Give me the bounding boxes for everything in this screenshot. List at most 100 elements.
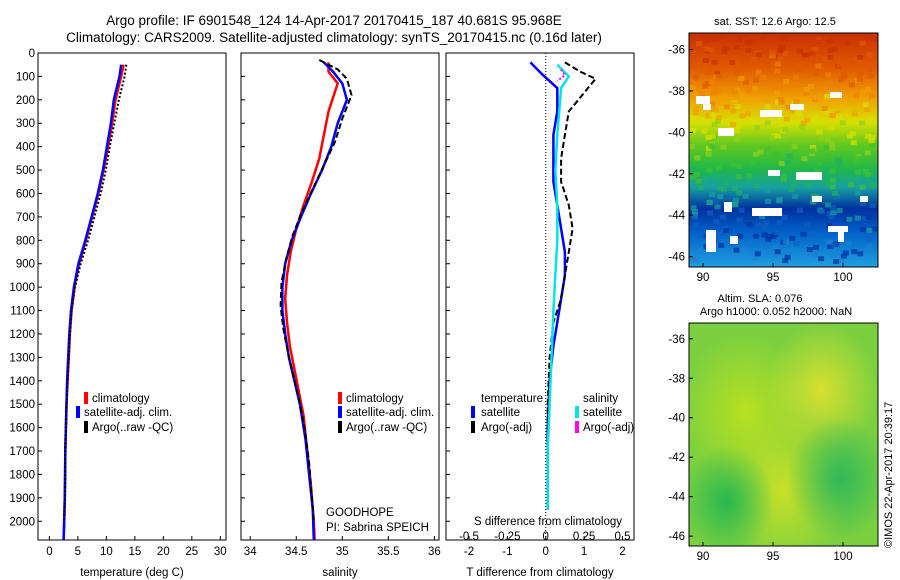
- sst-pixel: [692, 214, 698, 220]
- legend-label-climatology: climatology: [346, 393, 404, 405]
- sst-pixel: [733, 44, 740, 50]
- sst-pixel: [765, 198, 772, 204]
- sst-pixel: [772, 253, 779, 259]
- sst-pixel: [773, 230, 780, 236]
- sst-pixel: [737, 233, 744, 239]
- sst-missing-patch: [790, 104, 804, 110]
- sst-pixel: [866, 227, 873, 233]
- sst-pixel: [709, 192, 716, 198]
- legend-swatch-sal-satellite: [575, 406, 579, 418]
- sst-pixel: [866, 68, 873, 74]
- sst-pixel: [695, 178, 702, 184]
- sst-pixel: [702, 58, 709, 63]
- sst-pixel: [738, 75, 745, 81]
- sst-pixel: [829, 177, 836, 183]
- x-axis-label: salinity: [322, 567, 357, 579]
- sst-missing-patch: [760, 110, 782, 117]
- x-tick-label: 34.5: [285, 546, 307, 558]
- sst-pixel: [766, 233, 773, 239]
- sst-pixel: [764, 104, 771, 110]
- sst-pixel: [817, 160, 824, 166]
- sst-pixel: [761, 232, 768, 238]
- sst-pixel: [829, 184, 836, 190]
- sst-pixel: [732, 197, 739, 203]
- sst-pixel: [796, 48, 803, 54]
- y-tick-label: 1000: [9, 282, 35, 294]
- map-x-tick-label: 100: [833, 551, 852, 563]
- top-tick-label: 0.5: [614, 531, 630, 543]
- sst-pixel: [827, 54, 834, 60]
- sst-pixel: [827, 243, 833, 249]
- sst-pixel: [706, 199, 713, 205]
- sst-pixel: [689, 144, 695, 150]
- legend-swatch-argo: [84, 421, 88, 433]
- x-tick-label: 0: [46, 546, 52, 558]
- sst-pixel: [855, 155, 862, 161]
- sst-pixel: [809, 231, 816, 237]
- sst-pixel: [774, 249, 781, 255]
- salinity-plot-frame: [240, 52, 440, 541]
- sst-pixel: [778, 99, 785, 105]
- y-tick-label: 400: [16, 142, 35, 154]
- sst-pixel: [786, 153, 793, 159]
- y-tick-label: 1600: [9, 423, 35, 435]
- y-tick-label: 800: [16, 235, 35, 247]
- sst-pixel: [717, 230, 723, 236]
- sst-pixel: [769, 50, 776, 56]
- sst-pixel: [694, 131, 701, 137]
- sst-pixel: [829, 141, 835, 147]
- sst-pixel: [709, 133, 716, 139]
- sst-pixel: [705, 151, 712, 157]
- sst-pixel: [863, 107, 870, 113]
- y-tick-label: 600: [16, 188, 35, 200]
- series-line-temperature-argo-adj-: [546, 61, 598, 510]
- sst-pixel: [800, 231, 807, 237]
- sst-pixel: [783, 239, 789, 245]
- sst-pixel: [776, 196, 783, 202]
- sst-pixel: [868, 116, 875, 122]
- sst-pixel: [736, 190, 743, 196]
- sst-pixel: [778, 160, 785, 166]
- sst-pixel: [853, 159, 860, 165]
- sst-missing-patch: [696, 96, 710, 104]
- sst-pixel: [793, 99, 800, 105]
- sst-pixel: [690, 115, 697, 120]
- sst-pixel: [825, 72, 832, 78]
- sst-pixel: [698, 117, 705, 123]
- sst-pixel: [857, 251, 864, 257]
- sst-pixel: [753, 233, 760, 239]
- sst-pixel: [713, 35, 720, 41]
- sst-pixel: [815, 63, 822, 69]
- sst-pixel: [730, 101, 737, 107]
- sst-pixel: [778, 96, 785, 102]
- sst-pixel: [779, 44, 786, 50]
- y-tick-label: 1500: [9, 399, 35, 411]
- map-y-tick-label: -42: [668, 452, 685, 464]
- y-tick-label: 1400: [9, 376, 35, 388]
- sst-pixel: [813, 95, 820, 101]
- x-tick-label: -1: [502, 546, 512, 558]
- sst-pixel: [848, 82, 855, 88]
- sst-pixel: [736, 37, 743, 43]
- map-y-tick-label: -46: [668, 252, 685, 264]
- sst-pixel: [767, 250, 774, 256]
- sst-pixel: [831, 47, 838, 52]
- sst-pixel: [844, 40, 851, 46]
- sst-pixel: [782, 258, 789, 264]
- sst-pixel: [733, 247, 740, 253]
- x-tick-label: 1: [581, 546, 587, 558]
- x-tick-label: 15: [128, 546, 141, 558]
- x-tick-label: 36: [428, 546, 441, 558]
- sst-pixel: [804, 87, 811, 92]
- x-tick-label: 2: [619, 546, 625, 558]
- sst-pixel: [777, 56, 784, 62]
- sst-pixel: [856, 59, 863, 65]
- sst-pixel: [816, 129, 823, 135]
- sst-pixel: [699, 91, 706, 97]
- sst-pixel: [871, 36, 878, 42]
- sst-pixel: [827, 38, 834, 44]
- sst-pixel: [731, 201, 738, 207]
- series-line-climatology: [283, 62, 340, 540]
- sst-pixel: [711, 122, 718, 127]
